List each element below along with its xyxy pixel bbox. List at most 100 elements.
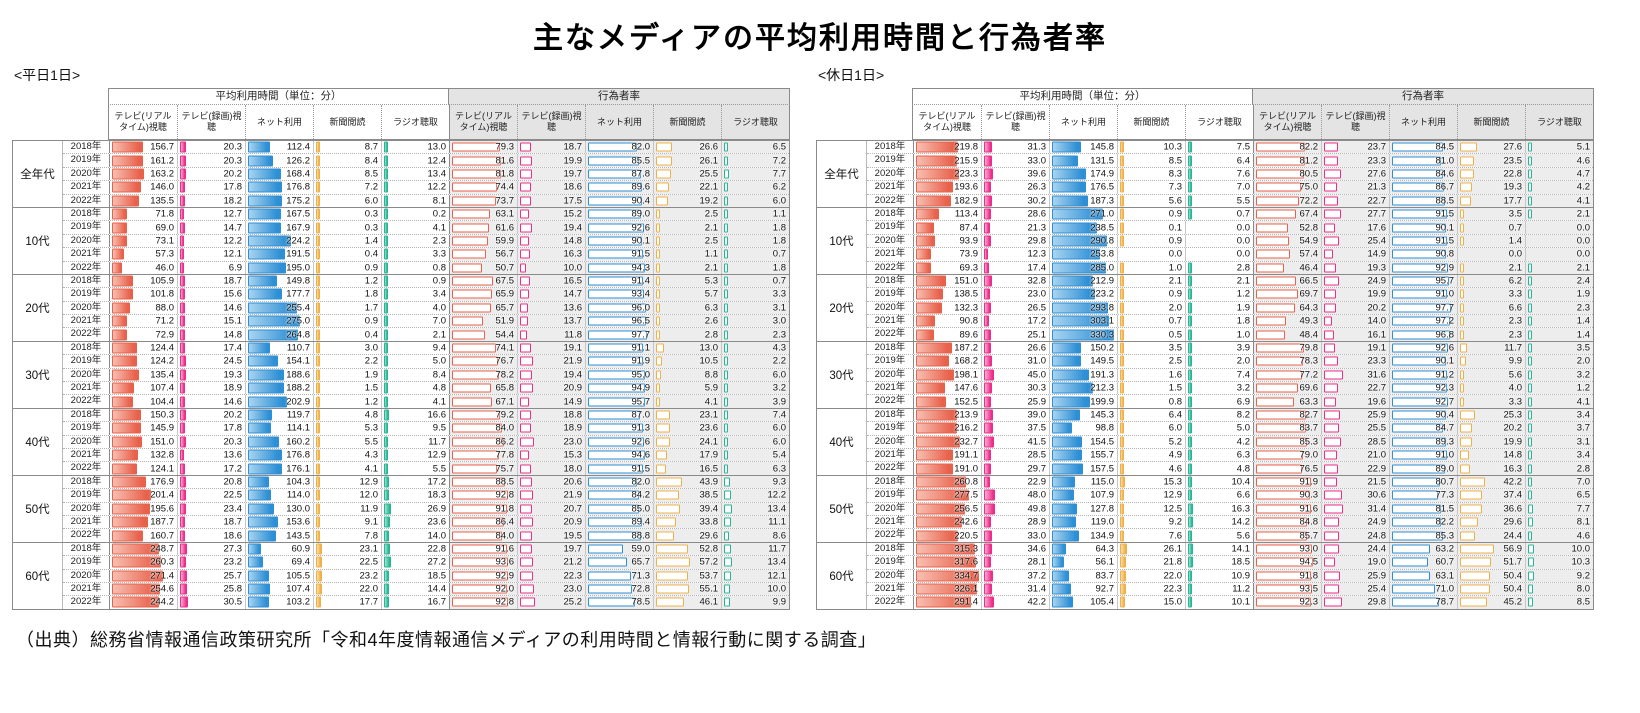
- actor-rate-bar: [724, 397, 728, 407]
- usage-time-bar: [112, 195, 139, 207]
- value-label: 14.2: [1231, 516, 1251, 528]
- data-row: 2022年 160.7 18.6 143.5 7.8 14.0 84.0 19.5 88.8 29…: [63, 528, 789, 542]
- value-label: 10.1: [1231, 596, 1251, 608]
- actor-rate-bar: [520, 169, 532, 179]
- usage-time-bar: [984, 262, 990, 274]
- actor-rate-cell: 60.7: [1389, 556, 1457, 569]
- actor-rate-bar: [520, 289, 529, 299]
- value-label: 74.1: [495, 342, 515, 354]
- actor-rate-cell: 15.2: [517, 207, 585, 221]
- usage-time-cell: 4.2: [1185, 435, 1253, 448]
- usage-time-bar: [1052, 141, 1081, 153]
- group-rows: 2018年 151.0 32.8 212.9 2.1 2.1 66.5 24.9 95.7 6.2…: [867, 274, 1593, 341]
- actor-rate-cell: 10.0: [517, 261, 585, 274]
- usage-time-bar: [112, 355, 137, 367]
- usage-time-bar: [1120, 503, 1125, 515]
- usage-time-cell: 12.2: [381, 181, 449, 194]
- usage-time-cell: 119.7: [245, 408, 313, 422]
- value-label: 30.5: [223, 596, 243, 608]
- actor-rate-cell: 79.0: [1253, 448, 1321, 462]
- actor-rate-cell: 91.1: [585, 341, 653, 355]
- actor-rate-bar: [1460, 477, 1486, 487]
- actor-rate-cell: 3.0: [721, 315, 789, 328]
- value-label: 2.8: [1236, 262, 1250, 274]
- usage-time-cell: 177.7: [245, 288, 313, 301]
- actor-rate-bar: [588, 209, 642, 219]
- usage-time-cell: 290.8: [1049, 234, 1117, 248]
- usage-time-cell: 46.0: [109, 261, 177, 274]
- actor-rate-bar: [1324, 169, 1341, 179]
- value-label: 3.5: [1576, 342, 1590, 354]
- actor-rate-bar: [588, 330, 647, 340]
- actor-rate-cell: 12.2: [721, 489, 789, 502]
- usage-time-cell: 7.0: [381, 315, 449, 328]
- value-label: 5.6: [1168, 195, 1182, 207]
- actor-rate-cell: 2.3: [1457, 315, 1525, 328]
- value-label: 2.1: [1576, 262, 1590, 274]
- usage-time-cell: 146.0: [109, 181, 177, 194]
- column-header: テレビ(録画)視聴: [517, 105, 585, 139]
- usage-time-bar: [1120, 155, 1124, 167]
- usage-time-cell: 71.8: [109, 207, 177, 221]
- value-label: 20.2: [223, 168, 243, 180]
- value-label: 3.3: [1508, 288, 1522, 300]
- value-label: 25.5: [1367, 422, 1387, 434]
- actor-rate-bar: [1324, 276, 1339, 286]
- usage-time-bar: [984, 275, 992, 287]
- year-label: 2019年: [70, 489, 102, 501]
- actor-rate-bar: [656, 410, 670, 420]
- actor-rate-cell: 65.8: [449, 382, 517, 395]
- usage-time-cell: 7.6: [1117, 529, 1185, 542]
- value-label: 167.5: [286, 208, 310, 220]
- value-label: 76.7: [495, 355, 515, 367]
- value-label: 7.5: [1236, 141, 1250, 153]
- usage-time-cell: 1.8: [313, 288, 381, 301]
- value-label: 75.7: [495, 463, 515, 475]
- value-label: 119.7: [286, 409, 310, 421]
- value-label: 3.4: [1576, 449, 1590, 461]
- usage-time-cell: 10.9: [1185, 569, 1253, 582]
- usage-time-bar: [112, 168, 144, 180]
- actor-rate-cell: 89.0: [585, 207, 653, 221]
- value-label: 22.0: [1163, 570, 1183, 582]
- usage-time-bar: [1120, 409, 1124, 421]
- value-label: 30.3: [1027, 382, 1047, 394]
- usage-time-bar: [1120, 181, 1124, 193]
- data-row: 2018年 248.7 27.3 60.9 23.1 22.8 91.6 19.7 59.0 52…: [63, 542, 789, 556]
- usage-time-cell: 11.2: [1185, 582, 1253, 596]
- usage-time-bar: [984, 342, 991, 354]
- value-label: 6.6: [1508, 302, 1522, 314]
- actor-rate-bar: [1256, 370, 1303, 380]
- actor-rate-cell: 22.7: [1321, 194, 1389, 207]
- usage-time-cell: 0.9: [313, 261, 381, 274]
- value-label: 14.7: [563, 288, 583, 300]
- data-row: 2022年 291.4 42.2 105.4 15.0 10.1 92.3 29.8 78.7 4…: [867, 595, 1593, 609]
- actor-rate-cell: 6.5: [721, 141, 789, 154]
- value-label: 20.2: [223, 409, 243, 421]
- usage-time-bar: [1188, 409, 1192, 421]
- usage-time-cell: 2.1: [1117, 274, 1185, 288]
- value-label: 5.3: [364, 422, 378, 434]
- usage-time-cell: 6.4: [1117, 408, 1185, 422]
- value-label: 199.9: [1090, 396, 1114, 408]
- actor-rate-cell: 21.9: [517, 355, 585, 368]
- value-label: 9.5: [432, 422, 446, 434]
- actor-rate-bar: [1256, 303, 1295, 313]
- value-label: 19.9: [563, 155, 583, 167]
- usage-time-bar: [248, 315, 301, 327]
- value-label: 9.4: [432, 342, 446, 354]
- usage-time-bar: [180, 556, 187, 568]
- value-label: 7.2: [772, 155, 786, 167]
- usage-time-bar: [916, 382, 945, 394]
- usage-time-bar: [984, 155, 993, 167]
- actor-rate-bar: [724, 504, 733, 514]
- usage-time-bar: [248, 556, 263, 568]
- value-label: 63.1: [495, 208, 515, 220]
- value-label: 17.8: [223, 422, 243, 434]
- value-label: 6.2: [772, 181, 786, 193]
- data-row: 2019年 277.5 48.0 107.9 12.9 6.6 90.3 30.6 77.3 37…: [867, 488, 1593, 502]
- value-label: 39.6: [1027, 168, 1047, 180]
- value-label: 69.6: [1299, 382, 1319, 394]
- actor-rate-bar: [588, 276, 643, 286]
- value-label: 107.4: [150, 382, 174, 394]
